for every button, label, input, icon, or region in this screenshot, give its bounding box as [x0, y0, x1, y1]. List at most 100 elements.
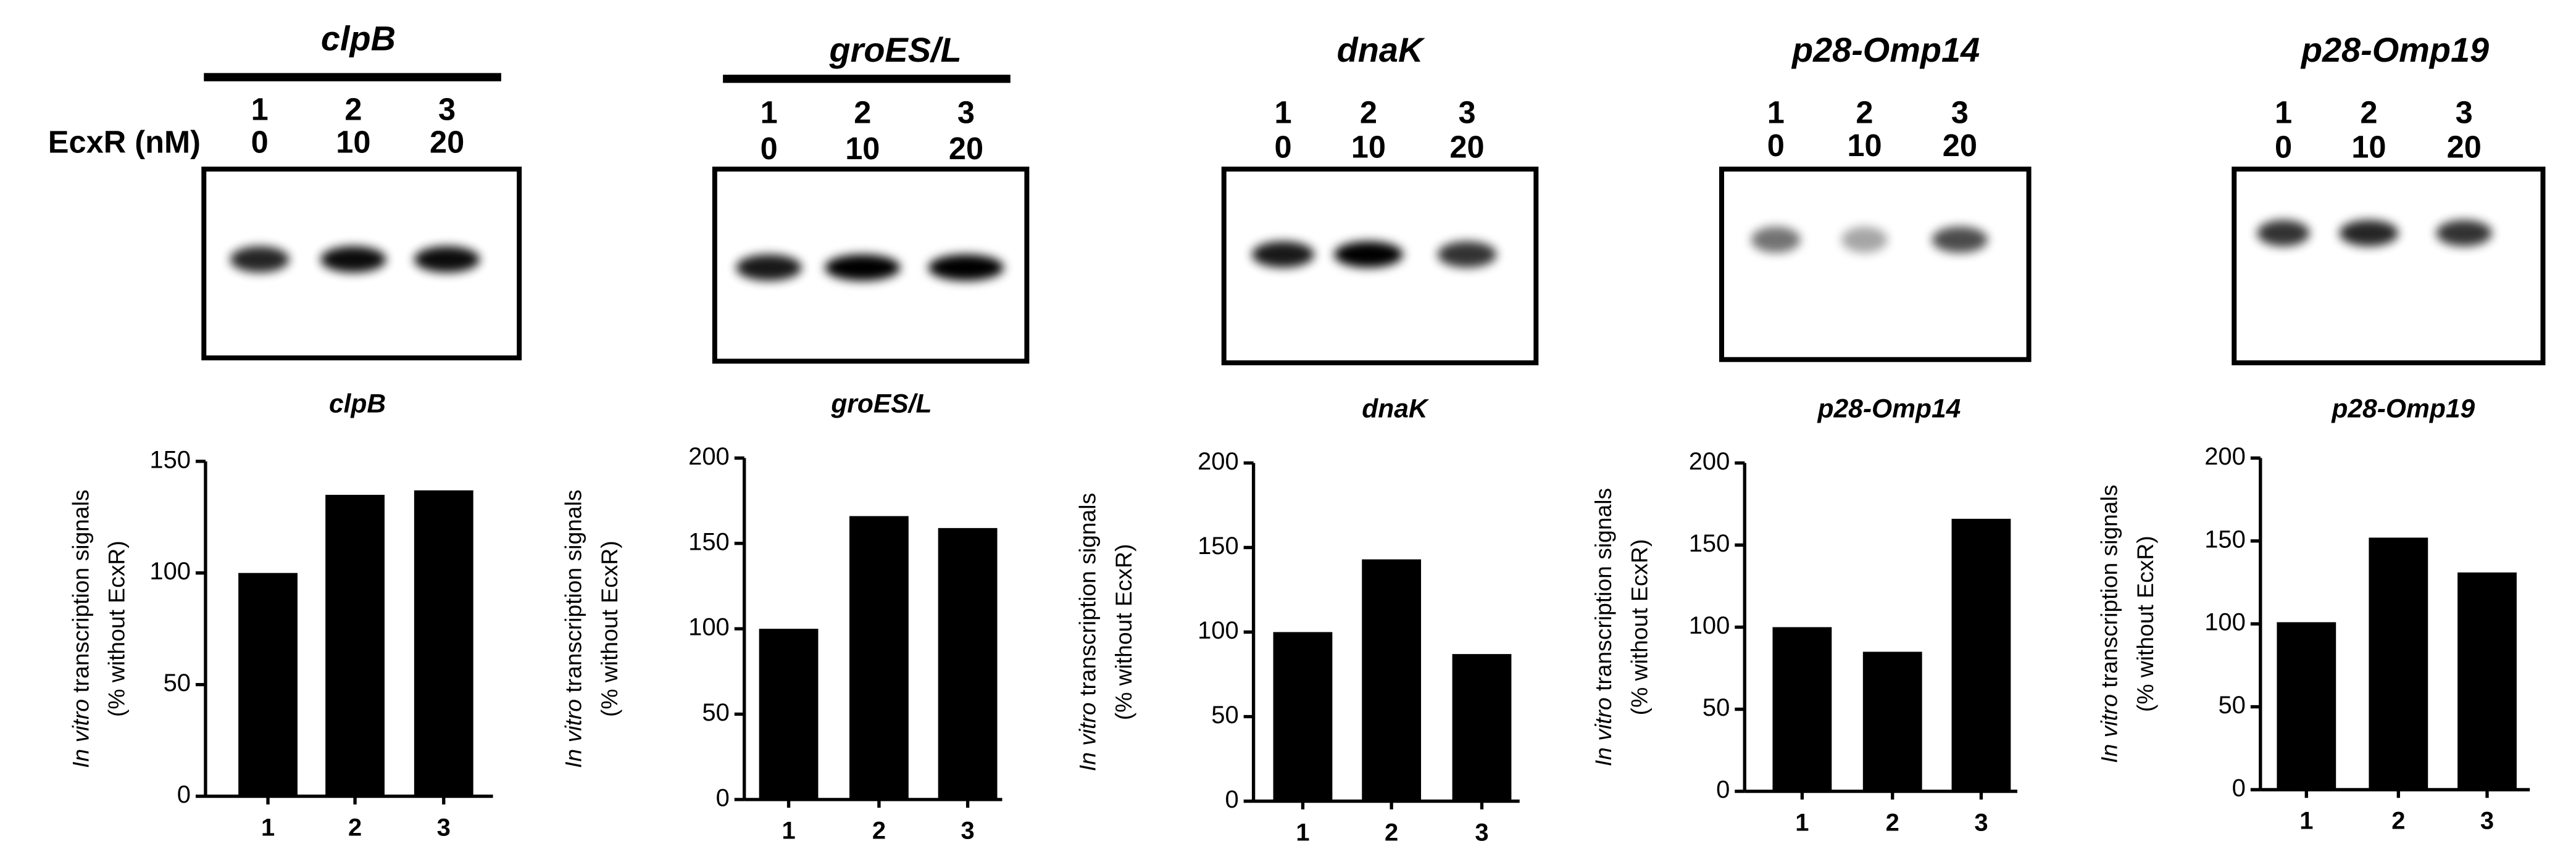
- gel-box: [2232, 167, 2546, 366]
- gel-box: [1719, 167, 2032, 362]
- bar: [1452, 654, 1512, 801]
- lane-number: 3: [1951, 95, 1969, 130]
- gel-band: [1841, 226, 1888, 253]
- lane-number: 3: [2456, 95, 2473, 130]
- y-axis-label-unit: (% without EcxR): [1111, 544, 1136, 721]
- y-tick-label: 150: [149, 446, 191, 473]
- bar: [238, 573, 298, 797]
- gel-band: [2436, 220, 2492, 247]
- y-tick-label: 100: [1689, 612, 1730, 639]
- y-axis-label-unit: (% without EcxR): [1626, 539, 1652, 716]
- x-tick-label: 1: [1296, 819, 1309, 846]
- bar: [1772, 627, 1832, 792]
- x-tick-label: 2: [2391, 808, 2405, 835]
- bar: [1273, 632, 1333, 801]
- y-tick-label: 200: [1689, 448, 1730, 475]
- concentration: 20: [1449, 130, 1484, 165]
- y-tick-label: 0: [1225, 786, 1238, 813]
- x-tick-label: 2: [348, 814, 362, 841]
- chart-title: groES/L: [830, 389, 932, 419]
- gel-band: [414, 246, 480, 273]
- gel-title: groES/L: [828, 30, 961, 69]
- concentration: 10: [336, 125, 370, 160]
- gel-title: clpB: [321, 19, 396, 57]
- y-axis-label-text: transcription signals: [1074, 493, 1100, 696]
- x-tick-label: 3: [1974, 809, 1988, 836]
- x-tick-label: 1: [261, 814, 275, 841]
- gel-band: [736, 254, 802, 281]
- bar: [2457, 572, 2517, 790]
- y-tick-label: 100: [1198, 617, 1239, 644]
- lane-number: 3: [438, 91, 456, 126]
- bar: [2369, 537, 2428, 790]
- concentration: 10: [2351, 130, 2386, 165]
- chart-title: clpB: [329, 389, 386, 419]
- y-axis-label-unit: (% without EcxR): [596, 540, 622, 717]
- chart-title: p28-Omp19: [2331, 394, 2475, 423]
- x-tick-label: 3: [1475, 819, 1488, 846]
- bar: [1362, 559, 1422, 801]
- gel-band: [1251, 241, 1315, 268]
- y-axis-label-unit: (% without EcxR): [104, 540, 130, 717]
- lane-number: 1: [251, 91, 269, 126]
- concentration: 0: [1767, 128, 1785, 163]
- gel-band: [1334, 241, 1403, 268]
- concentration: 10: [1351, 130, 1386, 165]
- lane-number: 1: [761, 95, 778, 130]
- x-tick-label: 2: [1385, 819, 1398, 846]
- y-tick-label: 200: [2204, 443, 2246, 470]
- lane-number: 3: [1458, 95, 1475, 130]
- y-axis-label: In vitro transcription signals: [560, 489, 586, 768]
- y-axis-label-italic: In vitro: [560, 699, 586, 768]
- bar: [2277, 622, 2336, 790]
- chart-title: dnaK: [1362, 394, 1430, 423]
- gel-band: [320, 246, 386, 273]
- concentration: 10: [845, 131, 880, 166]
- y-tick-label: 50: [164, 669, 191, 697]
- lane-number: 2: [344, 91, 362, 126]
- y-tick-label: 100: [688, 614, 730, 641]
- y-tick-label: 150: [688, 528, 730, 555]
- y-axis-label-italic: In vitro: [2096, 694, 2122, 763]
- y-tick-label: 150: [1689, 530, 1730, 557]
- y-axis-label-text: transcription signals: [560, 489, 586, 692]
- y-tick-label: 150: [2204, 526, 2246, 553]
- y-axis-label: In vitro transcription signals: [1590, 488, 1616, 766]
- row-label: EcxR (nM): [48, 125, 201, 160]
- y-tick-label: 200: [1198, 448, 1239, 475]
- y-axis-label-text: transcription signals: [1590, 488, 1616, 691]
- gel-band: [230, 246, 290, 273]
- bar: [1951, 518, 2011, 792]
- bar: [849, 516, 909, 800]
- x-tick-label: 2: [1886, 809, 1899, 836]
- y-axis-label: In vitro transcription signals: [67, 489, 93, 768]
- y-tick-label: 50: [1703, 694, 1730, 721]
- y-tick-label: 50: [702, 699, 729, 726]
- bar: [414, 490, 473, 797]
- y-axis-label-text: transcription signals: [2096, 484, 2122, 687]
- gel-title: dnaK: [1337, 30, 1425, 69]
- lane-number: 1: [2275, 95, 2292, 130]
- gel-band: [928, 254, 1004, 281]
- x-tick-label: 3: [961, 817, 975, 845]
- concentration: 20: [430, 125, 464, 160]
- y-tick-label: 100: [149, 558, 191, 585]
- y-tick-label: 0: [716, 784, 730, 811]
- gel-band: [1437, 241, 1497, 268]
- bar: [759, 629, 819, 800]
- concentration: 0: [761, 131, 778, 166]
- gel-title: p28-Omp14: [1791, 30, 1980, 69]
- bar: [938, 528, 998, 800]
- y-axis-label-italic: In vitro: [67, 699, 93, 768]
- y-tick-label: 0: [2232, 774, 2246, 801]
- gel-title: p28-Omp19: [2300, 30, 2489, 69]
- y-tick-label: 0: [1716, 776, 1730, 803]
- x-tick-label: 3: [2480, 808, 2494, 835]
- x-tick-label: 1: [782, 817, 795, 845]
- gel-band: [825, 254, 901, 281]
- chart-title: p28-Omp14: [1817, 394, 1961, 423]
- gel-band: [1932, 226, 1988, 253]
- lane-number: 2: [854, 95, 871, 130]
- concentration: 20: [2447, 130, 2482, 165]
